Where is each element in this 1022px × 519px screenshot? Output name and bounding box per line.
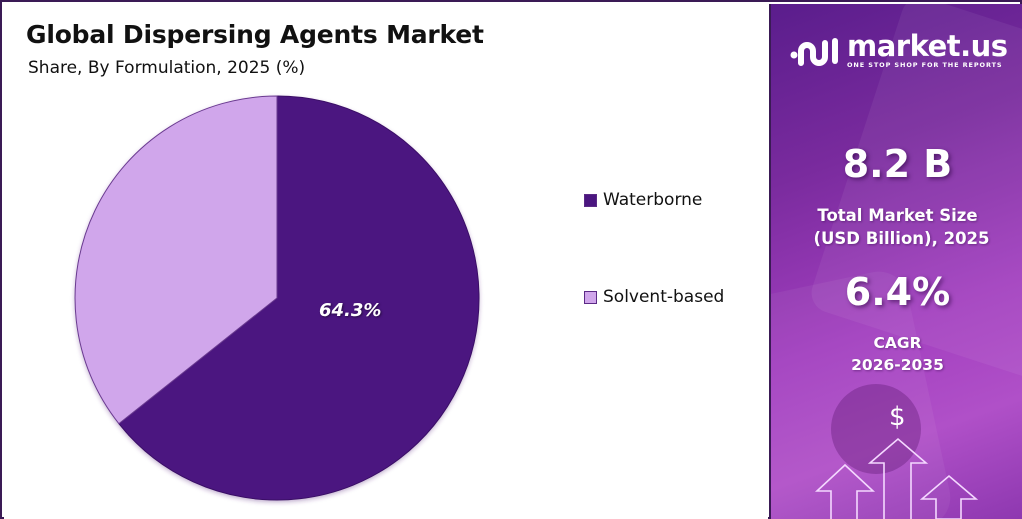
dollar-icon: $ [889,402,906,432]
brand-name: market.us [847,29,1008,63]
legend-swatch-waterborne [584,193,597,207]
market-size-label-line2: (USD Billion), 2025 [813,229,990,248]
legend-item-solvent-based: Solvent-based [584,287,724,307]
brand-logo: market.us ONE STOP SHOP FOR THE REPORTS [789,32,1008,69]
market-us-logo-icon [790,37,838,66]
legend-label-solvent-based: Solvent-based [603,287,725,307]
market-size-label-line1: Total Market Size [817,206,978,225]
legend-item-waterborne: Waterborne [584,190,702,210]
pie-chart [74,95,480,501]
cagr-label: CAGR [873,334,922,352]
pie-slice-solvent-based [74,95,278,425]
legend-swatch-solvent-based [584,290,597,304]
pie-slice-waterborne [118,95,480,501]
cagr-value: 6.4% [844,270,951,314]
growth-arrows-icon [814,437,979,519]
chart-title: Global Dispersing Agents Market [26,20,484,49]
stats-panel: market.us ONE STOP SHOP FOR THE REPORTS … [769,4,1022,519]
brand-tagline: ONE STOP SHOP FOR THE REPORTS [847,61,1003,69]
chart-panel: Global Dispersing Agents Market Share, B… [4,4,768,519]
background-circle [831,384,921,474]
chart-subtitle: Share, By Formulation, 2025 (%) [28,58,306,78]
pie-label-waterborne: 64.3% [319,300,382,321]
cagr-period: 2026-2035 [851,356,944,374]
legend-label-waterborne: Waterborne [603,190,703,210]
market-size-value: 8.2 B [842,142,953,186]
